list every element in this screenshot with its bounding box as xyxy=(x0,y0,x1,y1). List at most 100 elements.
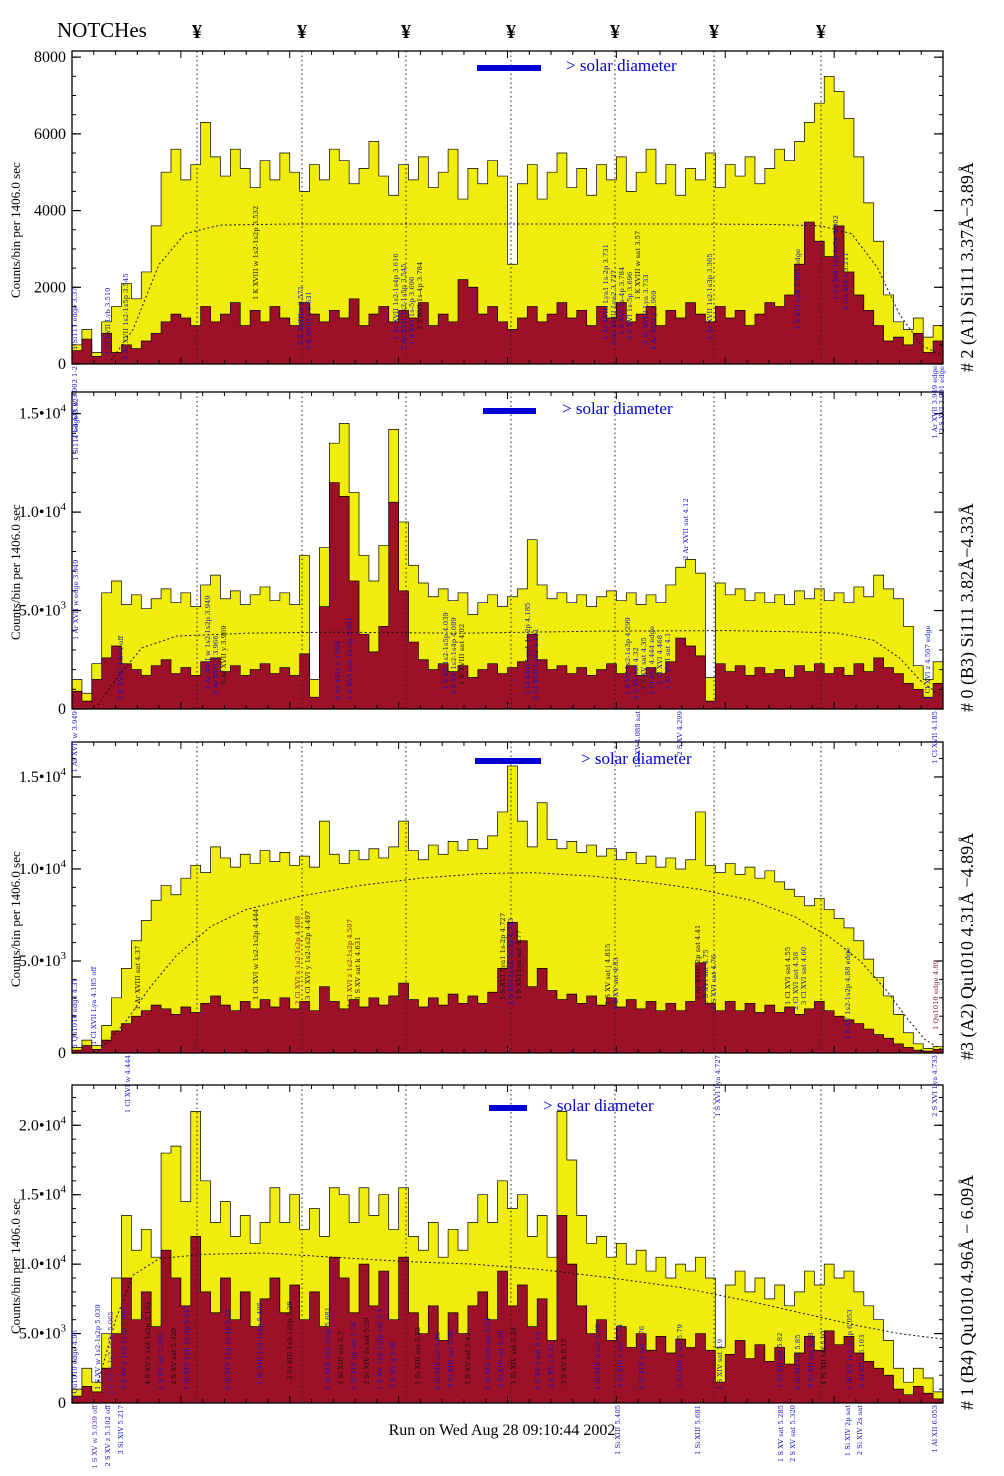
spectral-line-annotation: 1 Qu1010 edge 4.31 xyxy=(71,978,79,1048)
spectral-line-annotation: 1 Ar XVII sat 4.1 xyxy=(664,633,672,690)
y-tick-label: 0 xyxy=(58,701,66,718)
spectral-line-annotation: 2 S XVI 1s-4p 3.784 xyxy=(416,262,424,330)
spectral-line-annotation: 1 Ca XIX 1s2-1s2p 3.902 xyxy=(832,215,840,300)
spectral-line-annotation: 3 S XVI sat 4.76 xyxy=(710,955,718,1010)
spectral-line-annotation: 1 S XVI 1s-4p 3.784 xyxy=(618,267,626,335)
y-tick-label: 1.0•104 xyxy=(19,858,67,878)
spectral-line-annotation: 1 S XV sat k 4.631 xyxy=(354,937,362,1000)
y-axis-title-3: Counts/bin per 1406.0 sec xyxy=(8,851,23,987)
spectral-line-annotation: 2 Si XIV 2s sat xyxy=(856,1405,864,1456)
spectral-line-annotation: 1 Cl XVI 4.444 edge xyxy=(648,626,656,695)
spectral-line-annotation: 2 S XVI 3.991 edge xyxy=(938,366,946,432)
y-tick-label: 6000 xyxy=(34,126,66,143)
spectral-line-annotation: 1 Ar XVIII 2p sat 4.41 xyxy=(694,925,702,1000)
spectral-line-annotation: 1 Qu1010 edge 4.96 xyxy=(71,1330,79,1400)
y-tick-label: 1.5•104 xyxy=(19,766,67,786)
spectral-line-annotation: 2 Ca XIX z 3.211 xyxy=(842,252,850,310)
y-tick-label: 2000 xyxy=(34,279,66,296)
spectral-line-annotation: 1 S XVI Lyb 1s-3p 3.991 xyxy=(346,617,354,700)
spectral-line-annotation: 1 Ar XVII 1s2-1s3p 3.365 xyxy=(706,253,714,340)
y-tick-label: 0 xyxy=(58,1045,66,1062)
y-axis-title-4: Counts/bin per 1406.0 sec xyxy=(8,1198,23,1334)
spectral-line-annotation: 1 Al XII 1s2-1s2p 6.053 xyxy=(846,1309,854,1390)
spectral-line-annotation: 1 Ar XVIII sat 4.37 xyxy=(134,946,142,1010)
y-tick-label: 0 xyxy=(58,356,66,373)
spectral-line-annotation: 1 Al XII 6.053 xyxy=(931,1405,939,1453)
spectral-line-annotation: 2 Ar XVII sat 4.12 xyxy=(682,498,690,560)
solar-diameter-bar-panel1 xyxy=(477,65,541,71)
spectral-line-annotation: 2 Cl XVII Lya2 4.191 xyxy=(532,628,540,700)
spectral-line-annotation: 1 Si XIII z sat 5.79 xyxy=(676,1324,684,1388)
spectral-line-annotation: 2 Ar XVII 1s2-1s5p 3.545 xyxy=(122,273,130,360)
spectral-line-annotation: 3 Si XII sat 5.88 xyxy=(807,1333,815,1388)
histogram-background-panel4 xyxy=(71,1215,944,1404)
spectral-line-annotation: 1 S XV 1s2-1s3p 4.299 xyxy=(624,617,632,695)
spectral-line-annotation: 1 Si XIII 1s2-1s4p 5.405 xyxy=(256,1302,264,1385)
solar-diameter-label-1: > solar diameter xyxy=(566,56,677,75)
spectral-line-annotation: 1 Ar XVIII Lya1 1s-2p 3.731 xyxy=(602,244,610,340)
spectral-line-annotation: 1 Cl XVII Lya1 1s-2p 4.185 xyxy=(524,603,532,695)
spectral-line-annotation: 2 K XVIII 3.571 off xyxy=(117,635,125,700)
y-tick-label: 5.0•103 xyxy=(19,600,67,620)
spectral-line-annotation: 1 Cl XVI z 4.507 edge xyxy=(924,625,932,700)
spectral-line-annotation: 3 S XV y 1s2-1s2p 5.067 xyxy=(120,1306,128,1390)
spectral-line-annotation: 2 Cl XVI x 1s2-1s2p 4.468 xyxy=(294,916,302,1005)
channel-label-1: # 2 (A1) Si111 3.37Å−3.89Å xyxy=(957,162,977,372)
notch-yen-symbol: ¥ xyxy=(192,21,202,43)
spectral-line-annotation: 2 S XV sat 4.83 xyxy=(612,957,620,1010)
histogram-total-panel1 xyxy=(71,75,944,365)
spectral-line-annotation: 1 Si111 edge 3.82 xyxy=(72,398,80,461)
spectral-line-annotation: 2 S XV sat 4.32 xyxy=(632,647,640,700)
spectral-line-annotation: 2 S XVI sat 4.75 xyxy=(702,950,710,1005)
spectral-line-annotation: 1 S XV 1s2-1s2p sat 5.1 xyxy=(376,1308,384,1390)
spectral-line-annotation: 1 Si XIII 5.681 xyxy=(694,1405,702,1455)
spectral-line-annotation: 1 S XV sat 5.285 xyxy=(157,1333,165,1390)
spectral-line-annotation: 1 S XV sat 5.43 xyxy=(464,1332,472,1385)
spectral-line-annotation: 1 Si XII sat 5.82 xyxy=(776,1333,784,1388)
spectral-line-annotation: 1 Si XIII sat 5.82 xyxy=(414,1327,422,1385)
y-tick-label: 0 xyxy=(58,1395,66,1412)
y-tick-label: 1.5•104 xyxy=(19,1184,67,1204)
run-timestamp: Run on Wed Aug 28 09:10:44 2002 xyxy=(388,1422,616,1439)
spectral-line-annotation: 1 S XV 1s2-1s2p 4.88 edge xyxy=(844,948,852,1040)
notch-yen-symbol: ¥ xyxy=(816,21,826,43)
y-axis-title-2: Counts/bin per 1406.0 sec xyxy=(8,504,23,640)
spectral-line-annotation: 1 Si XIII 5.405 xyxy=(614,1405,622,1455)
spectral-line-annotation: 2 K XVIII x 3.571 xyxy=(297,286,305,345)
spectral-line-annotation: 2 Si XIV Lyg 1s-4p 5.22 xyxy=(224,1309,232,1390)
spectral-line-annotation: 2 Si XIII sat 5.7 xyxy=(337,1331,345,1385)
spectral-line-annotation: 1 Si111 edge 3.37 xyxy=(71,288,79,351)
spectral-line-annotation: 1 Si XIV Lyb sat 5.24 xyxy=(484,1318,492,1390)
solar-diameter-bar-panel2 xyxy=(483,408,536,414)
notch-yen-symbol: ¥ xyxy=(297,21,307,43)
solar-diameter-label-3: > solar diameter xyxy=(581,749,692,768)
spectral-line-annotation: 3 Ar XVII y 3.969 xyxy=(220,625,228,685)
spectral-line-annotation: 1 Qu1010 edge 4.89 xyxy=(932,960,940,1030)
spectral-line-annotation: 3 Si XIII sat 5.90 xyxy=(447,1330,455,1388)
notch-yen-symbol: ¥ xyxy=(506,21,516,43)
solar-diameter-bar-panel4 xyxy=(489,1105,527,1111)
spectral-line-annotation: 1 S XVI Lya1 1s-2p 4.727 xyxy=(499,913,507,1000)
spectral-line-annotation: 1 K XVIII sat 4.02 xyxy=(458,624,466,685)
histogram-background-panel2 xyxy=(71,482,944,710)
y-tick-label: 8000 xyxy=(34,49,66,66)
spectral-line-annotation: 1 Ar XVII w 3.949 xyxy=(71,711,79,773)
solar-diameter-label-2: > solar diameter xyxy=(562,399,673,418)
dashed-fullsun-curve-panel2 xyxy=(97,630,944,706)
solar-diameter-bar-panel3 xyxy=(475,758,541,764)
spectral-line-annotation: 3 S XV sat 4.35 xyxy=(640,637,648,690)
spectral-line-annotation: 4 Si XII sat 5.91 xyxy=(820,1330,828,1385)
spectral-line-annotation: 1 Cl XVI w 4.444 xyxy=(124,1055,132,1113)
histogram-background-panel1 xyxy=(71,221,944,365)
spectral-line-annotation: 4 Ar XVII z 3.994 xyxy=(334,641,342,700)
spectral-line-annotation: 1 Si XIII w sat 5.69 xyxy=(594,1324,602,1390)
notch-yen-symbol: ¥ xyxy=(610,21,620,43)
notch-yen-symbol: ¥ xyxy=(401,21,411,43)
spectral-line-annotation: 2 S XV sat 5.320 xyxy=(170,1328,178,1385)
spectral-line-annotation: 1 Si XIV Lyb 1s-3p 5.217 xyxy=(183,1305,191,1390)
spectral-line-annotation: 1 Si XIV 2p sat xyxy=(844,1405,852,1456)
spectral-line-annotation: 1 S XIV sat 5.9 xyxy=(716,1339,724,1390)
spectral-line-annotation: 1 Cl XVII Lya 4.185 off xyxy=(90,966,98,1045)
spectral-line-annotation: 2 S XV q 5.08 xyxy=(389,1341,397,1388)
